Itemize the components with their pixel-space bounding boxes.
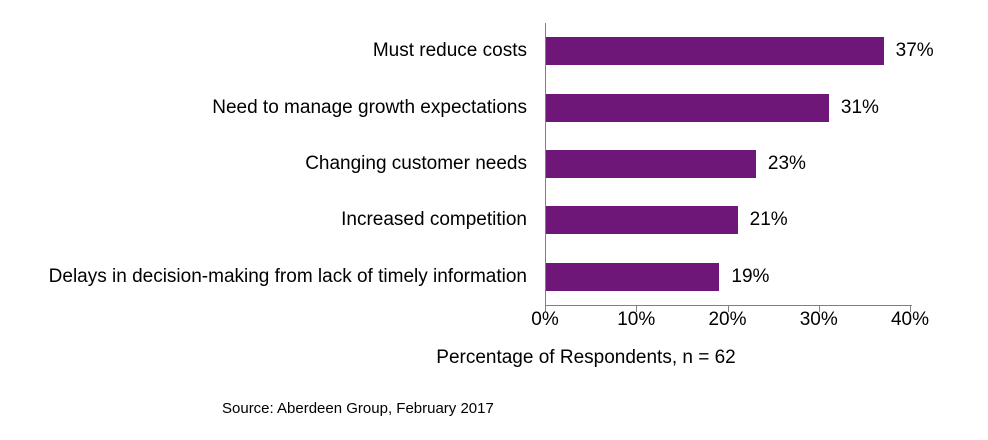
x-tick-label: 20% bbox=[708, 309, 747, 330]
x-tick-label: 30% bbox=[799, 309, 838, 330]
x-axis-line bbox=[545, 305, 912, 306]
bar-cell: 37% bbox=[545, 23, 988, 79]
x-tick-label: 10% bbox=[617, 309, 656, 330]
value-label: 21% bbox=[749, 209, 788, 231]
chart-row: Must reduce costs 37% bbox=[0, 23, 988, 79]
x-tick-mark bbox=[910, 305, 911, 312]
x-tick-mark bbox=[545, 305, 546, 312]
chart-rows: Must reduce costs 37% Need to manage growt… bbox=[0, 23, 988, 305]
bar bbox=[546, 206, 738, 235]
value-label: 19% bbox=[731, 265, 770, 287]
bar-cell: 21% bbox=[545, 192, 988, 248]
chart-row: Increased competition 21% bbox=[0, 192, 988, 248]
x-axis-title: Percentage of Respondents, n = 62 bbox=[436, 347, 736, 368]
chart-row: Need to manage growth expectations 31% bbox=[0, 79, 988, 135]
x-tick-mark bbox=[636, 305, 638, 312]
bar bbox=[546, 262, 720, 291]
bar-cell: 19% bbox=[545, 249, 988, 305]
bar bbox=[546, 93, 829, 122]
x-tick-mark bbox=[818, 305, 820, 312]
bar-cell: 23% bbox=[545, 136, 988, 192]
x-tick-label: 40% bbox=[890, 309, 930, 330]
source-note: Source: Aberdeen Group, February 2017 bbox=[222, 400, 494, 417]
bar-cell: 31% bbox=[545, 79, 988, 135]
category-label: Need to manage growth expectations bbox=[212, 96, 527, 118]
bar bbox=[546, 37, 884, 66]
value-label: 31% bbox=[840, 96, 879, 118]
category-label: Changing customer needs bbox=[305, 152, 527, 174]
category-label: Increased competition bbox=[341, 209, 527, 231]
category-label: Must reduce costs bbox=[372, 40, 527, 62]
chart-row: Changing customer needs 23% bbox=[0, 136, 988, 192]
bar bbox=[546, 149, 756, 178]
x-tick-label: 0% bbox=[531, 309, 559, 330]
x-tick-mark bbox=[727, 305, 729, 312]
chart-row: Delays in decision-making from lack of t… bbox=[0, 249, 988, 305]
value-label: 37% bbox=[895, 40, 934, 62]
y-axis-line bbox=[545, 23, 546, 306]
value-label: 23% bbox=[767, 152, 806, 174]
category-label: Delays in decision-making from lack of t… bbox=[48, 265, 527, 287]
